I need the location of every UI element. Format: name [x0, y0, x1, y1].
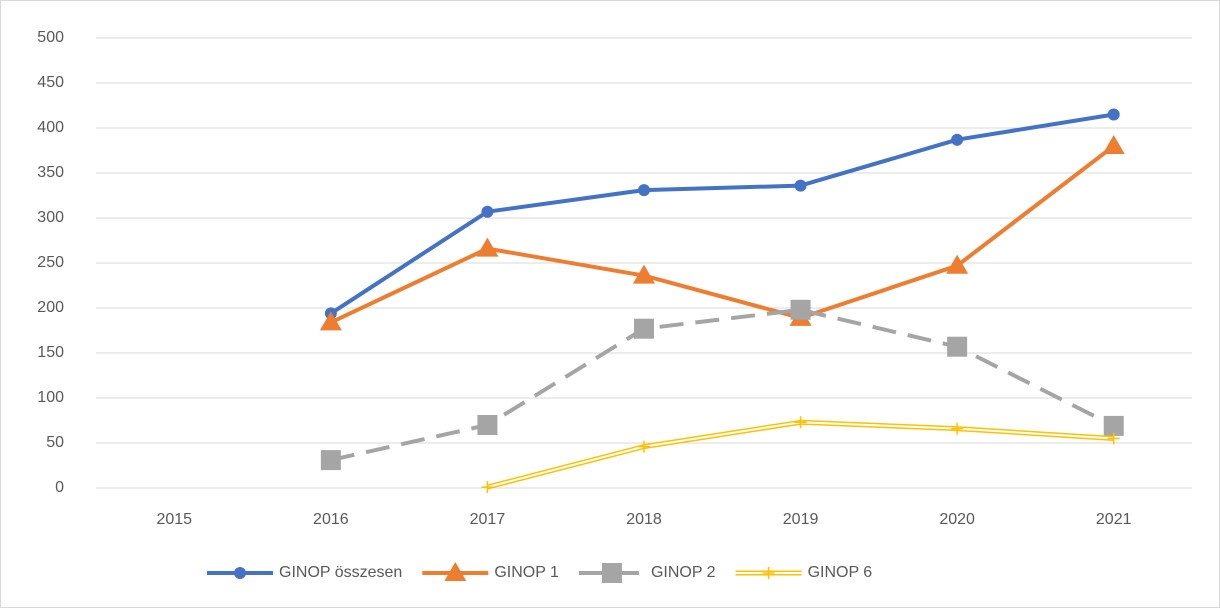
y-tick-label: 250 [37, 254, 64, 271]
legend-item: GINOP 2 [578, 564, 716, 581]
legend-label: GINOP 6 [808, 564, 873, 581]
marker [946, 254, 969, 274]
marker [444, 562, 467, 581]
marker [601, 563, 622, 583]
marker [1102, 135, 1125, 154]
marker [951, 422, 964, 435]
marker [476, 237, 499, 257]
y-tick-label: 0 [55, 479, 64, 496]
marker [320, 450, 341, 471]
series-line [330, 144, 1115, 325]
marker [319, 311, 342, 331]
marker [481, 205, 494, 218]
y-tick-label: 500 [37, 29, 64, 46]
marker [947, 336, 968, 357]
marker [638, 440, 650, 453]
marker [633, 264, 655, 284]
x-tick-label: 2020 [939, 511, 975, 528]
x-tick-label: 2018 [626, 511, 662, 528]
legend-label: GINOP 2 [651, 564, 716, 581]
x-tick-label: 2021 [1096, 511, 1132, 528]
x-tick-label: 2019 [783, 511, 819, 528]
series-line [329, 112, 1115, 316]
marker [794, 416, 807, 429]
y-tick-label: 300 [37, 209, 64, 226]
marker [794, 179, 807, 192]
marker [477, 415, 498, 435]
marker [762, 567, 775, 579]
marker [1107, 432, 1120, 445]
legend-label: GINOP összesen [279, 564, 402, 581]
marker [481, 481, 494, 494]
y-tick-label: 50 [46, 434, 64, 451]
x-tick-label: 2015 [156, 511, 192, 528]
marker [790, 299, 811, 320]
legend-label: GINOP 1 [494, 564, 559, 581]
marker [234, 567, 246, 579]
y-tick-label: 100 [37, 389, 64, 406]
x-tick-label: 2016 [313, 511, 349, 528]
marker [634, 318, 654, 339]
y-tick-label: 200 [37, 299, 64, 316]
y-tick-label: 150 [37, 344, 64, 361]
marker [951, 133, 964, 146]
series-line [330, 307, 1115, 463]
marker [1103, 415, 1124, 436]
marker [1107, 108, 1120, 121]
y-tick-label: 400 [37, 119, 64, 136]
x-tick-label: 2017 [470, 511, 506, 528]
marker [638, 184, 650, 197]
y-tick-label: 450 [37, 74, 64, 91]
y-tick-label: 350 [37, 164, 64, 181]
